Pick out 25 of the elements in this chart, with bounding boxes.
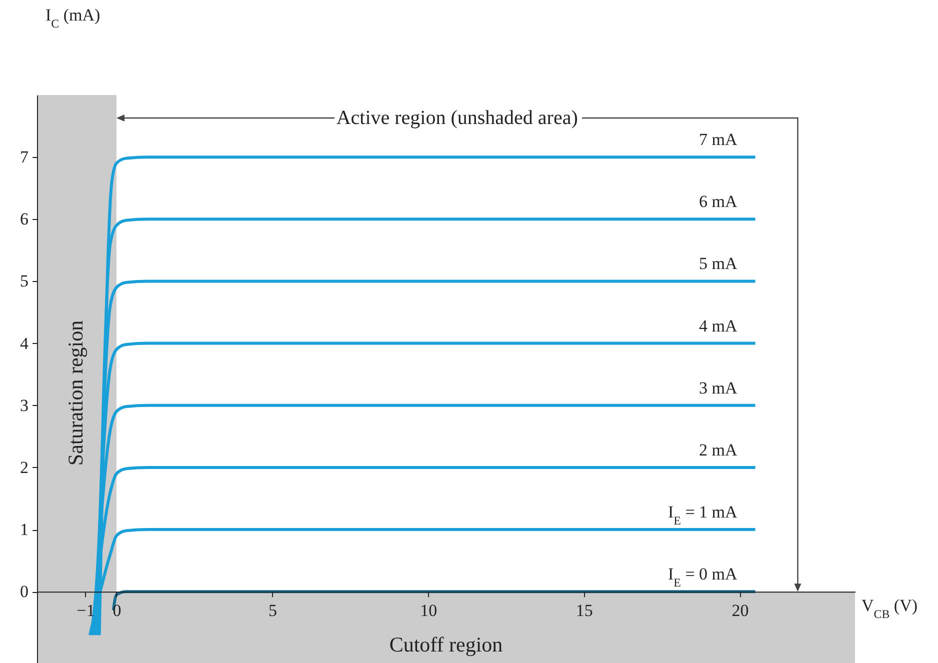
band-label: Cutoff region [389, 632, 504, 656]
band-label: Saturation region [64, 320, 88, 466]
series-label: I$_{E}$ = 1 mA [668, 502, 738, 528]
y-tick-label: 7 [20, 148, 29, 167]
series-label: 4 mA [699, 316, 738, 336]
x-tick-label: 10 [420, 601, 438, 620]
y-tick-label: 2 [20, 458, 28, 477]
y-tick-label: 3 [20, 396, 28, 415]
y-tick-label: 5 [20, 272, 28, 291]
y-tick-label: 0 [20, 582, 28, 602]
series-label: I$_{E}$ = 0 mA [668, 564, 738, 590]
series-label: 2 mA [699, 440, 738, 460]
y-tick-label: 1 [20, 520, 28, 540]
y-tick-label: 4 [20, 334, 29, 353]
x-tick-label: 20 [732, 601, 749, 620]
x-tick-label: 5 [268, 601, 278, 620]
y-tick-label: 6 [20, 210, 28, 229]
series-label: 7 mA [699, 130, 738, 150]
x-tick-label: 0 [112, 601, 122, 620]
x-tick-label: 15 [576, 601, 593, 620]
series-label: 3 mA [699, 378, 738, 398]
y-axis-title: I$_{C}$ (mA) [46, 6, 100, 30]
series-label: 6 mA [699, 192, 738, 212]
series-label: 5 mA [699, 254, 738, 274]
x-axis-title: V$_{CB}$ (V) [862, 596, 918, 622]
